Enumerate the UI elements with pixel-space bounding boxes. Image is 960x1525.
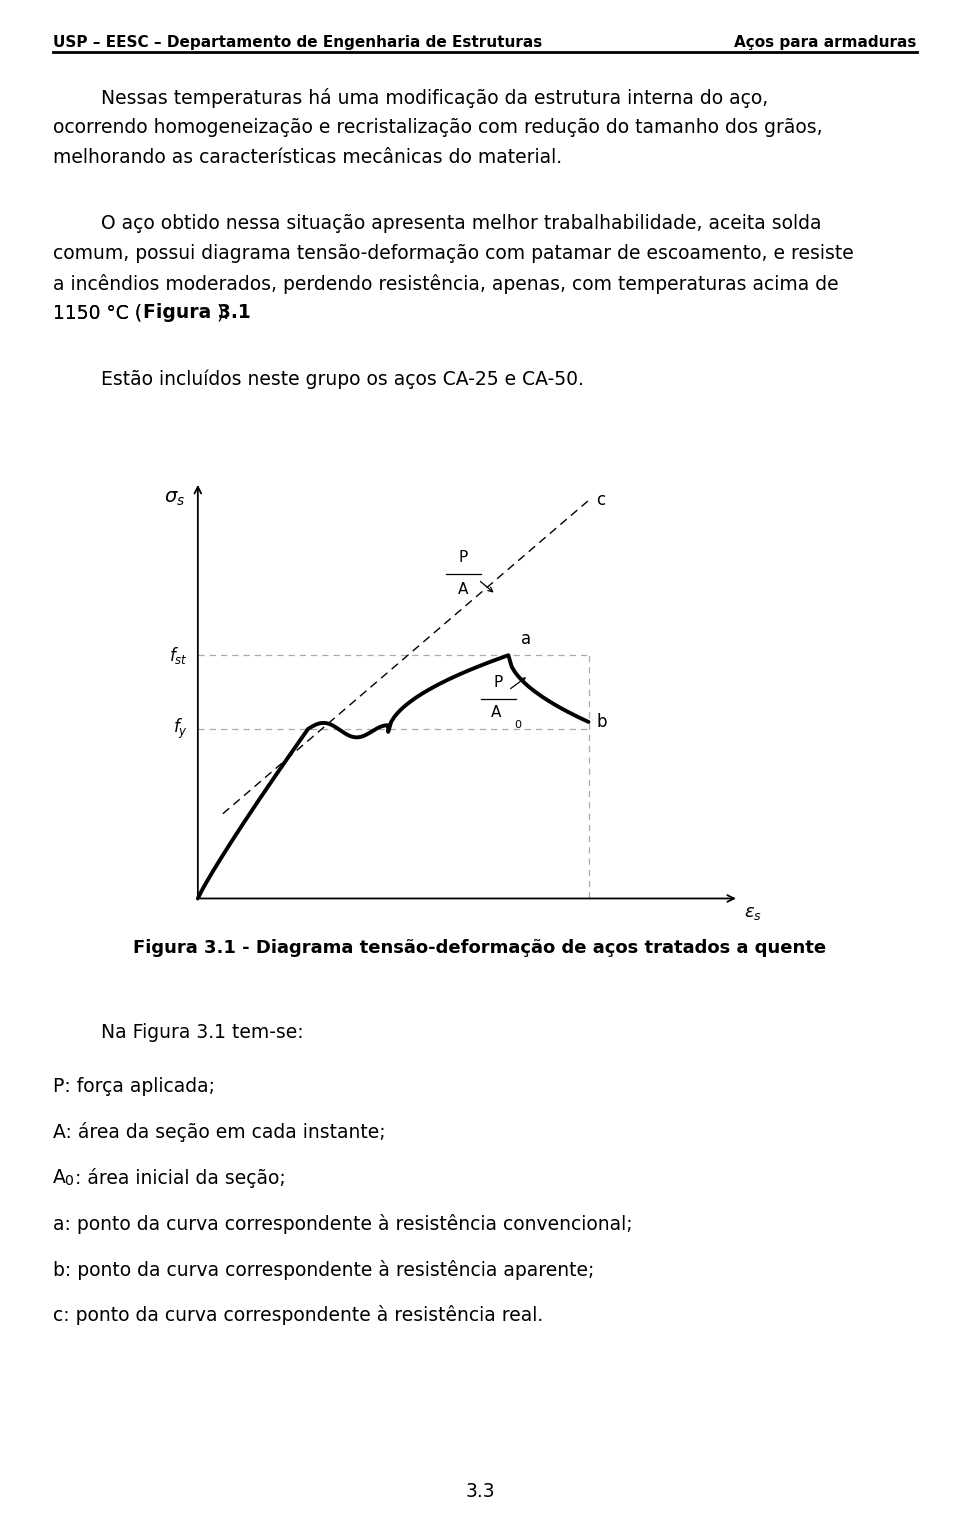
Text: P: força aplicada;: P: força aplicada; <box>53 1077 215 1095</box>
Text: 0: 0 <box>515 720 521 730</box>
Text: 0: 0 <box>64 1174 73 1188</box>
Text: Aços para armaduras: Aços para armaduras <box>734 35 917 50</box>
Text: a: ponto da curva correspondente à resistência convencional;: a: ponto da curva correspondente à resis… <box>53 1214 633 1234</box>
Text: c: c <box>596 491 605 509</box>
Text: a incêndios moderados, perdendo resistência, apenas, com temperaturas acima de: a incêndios moderados, perdendo resistên… <box>53 273 838 294</box>
Text: A: A <box>491 705 501 720</box>
Text: $f_y$: $f_y$ <box>173 717 188 741</box>
Text: melhorando as características mecânicas do material.: melhorando as características mecânicas … <box>53 148 562 166</box>
Text: Na Figura 3.1 tem-se:: Na Figura 3.1 tem-se: <box>101 1023 303 1042</box>
Text: Figura 3.1: Figura 3.1 <box>143 303 251 322</box>
Text: $\varepsilon_s$: $\varepsilon_s$ <box>744 904 762 923</box>
Text: a: a <box>521 630 531 648</box>
Text: A: A <box>53 1168 65 1186</box>
Text: USP – EESC – Departamento de Engenharia de Estruturas: USP – EESC – Departamento de Engenharia … <box>53 35 542 50</box>
Text: : área inicial da seção;: : área inicial da seção; <box>75 1168 286 1188</box>
Text: comum, possui diagrama tensão-deformação com patamar de escoamento, e resiste: comum, possui diagrama tensão-deformação… <box>53 244 853 262</box>
Text: c: ponto da curva correspondente à resistência real.: c: ponto da curva correspondente à resis… <box>53 1305 543 1325</box>
Text: 1150 °C (: 1150 °C ( <box>53 303 142 322</box>
Text: Estão incluídos neste grupo os aços CA-25 e CA-50.: Estão incluídos neste grupo os aços CA-2… <box>101 369 584 389</box>
Text: P: P <box>459 551 468 564</box>
Text: b: ponto da curva correspondente à resistência aparente;: b: ponto da curva correspondente à resis… <box>53 1260 594 1279</box>
Text: 3.3: 3.3 <box>466 1482 494 1501</box>
Text: Figura 3.1 - Diagrama tensão-deformação de aços tratados a quente: Figura 3.1 - Diagrama tensão-deformação … <box>133 939 827 958</box>
Text: ).: ). <box>217 303 230 322</box>
Text: Nessas temperaturas há uma modificação da estrutura interna do aço,: Nessas temperaturas há uma modificação d… <box>101 88 768 108</box>
Text: O aço obtido nessa situação apresenta melhor trabalhabilidade, aceita solda: O aço obtido nessa situação apresenta me… <box>101 215 822 233</box>
Text: ocorrendo homogeneização e recristalização com redução do tamanho dos grãos,: ocorrendo homogeneização e recristalizaç… <box>53 119 823 137</box>
Text: A: A <box>458 581 468 596</box>
Text: $\sigma_s$: $\sigma_s$ <box>164 490 185 508</box>
Text: b: b <box>596 714 607 730</box>
Text: 1150 °C (: 1150 °C ( <box>53 303 142 322</box>
Text: $f_{st}$: $f_{st}$ <box>169 645 188 666</box>
Text: P: P <box>493 676 503 691</box>
Text: A: área da seção em cada instante;: A: área da seção em cada instante; <box>53 1122 385 1142</box>
